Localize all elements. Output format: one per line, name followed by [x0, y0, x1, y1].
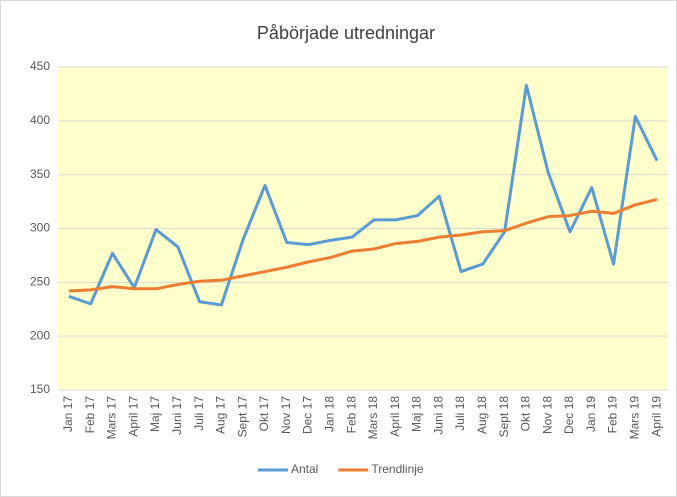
x-tick-label: Jan 19 [584, 396, 598, 432]
x-tick-label: Okt 18 [519, 396, 533, 432]
x-tick-label: Aug 18 [475, 396, 489, 434]
x-tick-label: Mars 18 [366, 396, 380, 440]
series-line [68, 83, 659, 307]
x-tick-label: Maj 17 [148, 396, 162, 432]
y-tick-label: 400 [30, 113, 50, 127]
x-tick-label: Juni 17 [170, 396, 184, 435]
y-tick-label: 200 [30, 328, 50, 342]
y-tick-label: 450 [30, 59, 50, 73]
x-tick-label: Aug 17 [214, 396, 228, 434]
y-tick-label: 350 [30, 167, 50, 181]
x-tick-label: Dec 18 [562, 396, 576, 434]
y-tick-label: 250 [30, 275, 50, 289]
x-tick-label: Mars 17 [105, 396, 119, 440]
x-tick-label: Jan 17 [61, 396, 75, 432]
series-line [68, 197, 658, 293]
y-tick-label: 300 [30, 221, 50, 235]
x-tick-label: April 19 [649, 396, 663, 437]
x-tick-label: Mars 19 [627, 396, 641, 440]
x-tick-label: Juni 18 [431, 396, 445, 435]
x-tick-label: Okt 17 [257, 396, 271, 432]
x-tick-label: April 17 [126, 396, 140, 437]
x-tick-label: Feb 18 [344, 396, 358, 434]
chart-title: Påbörjade utredningar [257, 23, 435, 43]
legend-label: Antal [291, 462, 318, 476]
y-tick-label: 150 [30, 382, 50, 396]
x-tick-label: Juli 17 [192, 396, 206, 431]
x-tick-label: April 18 [388, 396, 402, 437]
x-tick-label: Maj 18 [410, 396, 424, 432]
x-tick-label: Jan 18 [322, 396, 336, 432]
legend-label: Trendlinje [371, 462, 424, 476]
x-tick-label: Nov 18 [540, 396, 554, 434]
x-tick-label: Feb 19 [606, 396, 620, 434]
x-tick-label: Juli 18 [453, 396, 467, 431]
x-tick-label: Sept 17 [235, 396, 249, 438]
x-tick-label: Nov 17 [279, 396, 293, 434]
x-tick-label: Dec 17 [301, 396, 315, 434]
x-tick-label: Feb 17 [83, 396, 97, 434]
x-tick-label: Sept 18 [497, 396, 511, 438]
